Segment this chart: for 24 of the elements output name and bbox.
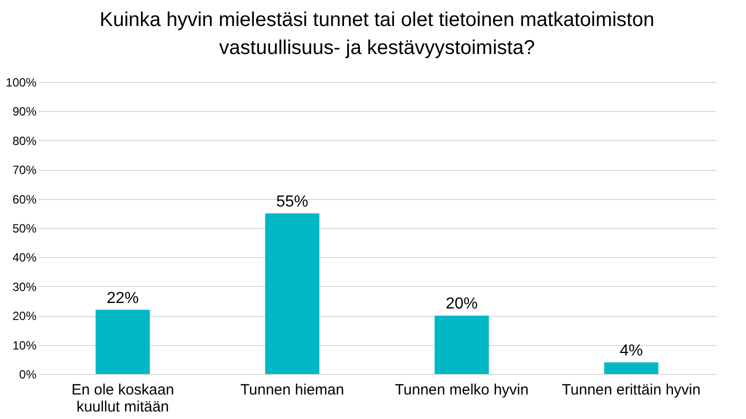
y-tick-label: 40% xyxy=(12,250,37,265)
y-tick-label: 80% xyxy=(12,134,37,148)
y-tick-label: 50% xyxy=(12,222,37,236)
x-tick-label: En ole koskaan kuullut mitään xyxy=(71,382,174,416)
bar xyxy=(265,213,320,374)
x-tick-label: Tunnen melko hyvin xyxy=(394,382,529,398)
y-tick-label: 90% xyxy=(12,104,37,119)
bar xyxy=(434,316,489,374)
data-label: 20% xyxy=(446,296,478,313)
y-tick-label: 60% xyxy=(12,192,37,206)
x-tick-label: Tunnen erittäin hyvin xyxy=(562,382,701,398)
y-tick-label: 0% xyxy=(19,368,37,382)
y-tick-label: 10% xyxy=(12,338,37,352)
x-tick-label: Tunnen hieman xyxy=(240,382,344,398)
y-tick-label: 30% xyxy=(12,280,37,294)
data-label: 55% xyxy=(276,193,308,210)
y-tick-label: 20% xyxy=(12,309,37,324)
bar xyxy=(96,310,150,374)
data-label: 22% xyxy=(106,290,139,307)
y-tick-label: 100% xyxy=(6,76,37,90)
y-tick-label: 70% xyxy=(12,163,37,178)
data-label: 4% xyxy=(620,342,643,360)
chart-title: Kuinka hyvin mielestäsi tunnet tai olet tietoinen matkatoimiston vastuullisuus- ja kestävyystoimista? xyxy=(100,9,654,59)
bar xyxy=(604,362,658,374)
